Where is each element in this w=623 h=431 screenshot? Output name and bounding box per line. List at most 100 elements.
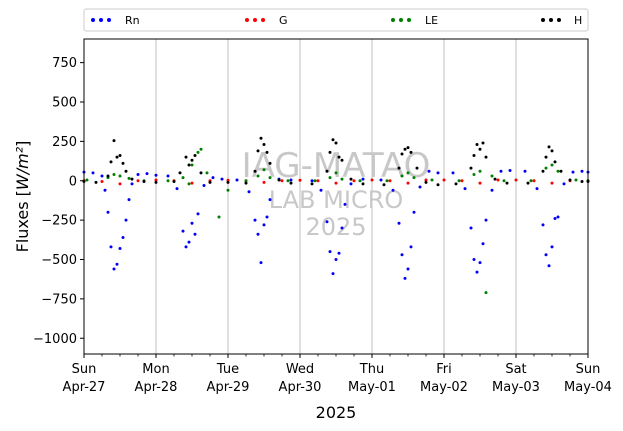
data-point <box>415 166 419 170</box>
data-point <box>556 215 560 219</box>
data-point <box>190 158 194 162</box>
data-point <box>568 178 572 182</box>
data-point <box>190 163 194 167</box>
data-point <box>112 172 116 176</box>
data-point <box>406 171 410 175</box>
data-point <box>166 174 170 178</box>
data-point <box>400 152 404 156</box>
y-tick-label: 750 <box>52 56 77 71</box>
data-point <box>226 178 230 182</box>
legend-marker <box>557 18 561 22</box>
y-axis-title: Fluxes [W/m²] <box>13 141 32 253</box>
data-point <box>547 145 551 149</box>
data-point <box>340 177 344 181</box>
data-point <box>115 155 119 159</box>
data-point <box>337 251 341 255</box>
data-point <box>331 272 335 276</box>
data-point <box>340 226 344 230</box>
x-tick-date: Apr-28 <box>135 380 178 395</box>
x-tick-date: Apr-29 <box>207 380 250 395</box>
data-point <box>289 181 293 185</box>
plot-area <box>82 136 590 295</box>
data-point <box>106 174 110 178</box>
data-point <box>256 232 260 236</box>
x-tick-date: May-04 <box>564 380 612 395</box>
data-point <box>559 169 563 173</box>
legend-label: LE <box>425 14 438 27</box>
data-point <box>118 246 122 250</box>
data-point <box>493 177 497 181</box>
data-point <box>337 155 341 159</box>
data-point <box>412 176 416 180</box>
data-point <box>484 218 488 222</box>
data-point <box>313 179 317 183</box>
data-point <box>142 180 146 184</box>
data-point <box>478 169 482 173</box>
data-point <box>550 163 554 167</box>
data-point <box>256 149 260 153</box>
legend-marker <box>253 18 257 22</box>
data-point <box>328 176 332 180</box>
x-tick-date: Apr-30 <box>279 380 322 395</box>
data-point <box>580 169 584 173</box>
data-point <box>397 221 401 225</box>
data-point <box>172 180 176 184</box>
data-point <box>154 173 158 177</box>
data-point <box>334 141 338 145</box>
data-point <box>85 178 89 182</box>
data-point <box>436 171 440 175</box>
data-point <box>574 178 578 182</box>
data-point <box>259 136 263 140</box>
x-tick-day: Thu <box>359 362 384 377</box>
data-point <box>403 276 407 280</box>
data-point <box>310 179 314 183</box>
data-point <box>262 223 266 227</box>
data-point <box>316 179 320 183</box>
data-point <box>571 170 575 174</box>
data-point <box>424 180 428 184</box>
data-point <box>334 258 338 261</box>
data-point <box>553 217 557 221</box>
data-point <box>118 154 122 158</box>
legend-marker <box>91 18 95 22</box>
x-tick-day: Sat <box>505 362 526 377</box>
data-point <box>94 180 98 184</box>
y-tick-label: −250 <box>41 214 77 229</box>
data-point <box>343 202 347 206</box>
data-point <box>280 179 284 183</box>
y-tick-label: −1000 <box>33 332 77 347</box>
data-point <box>541 169 545 173</box>
data-point <box>427 169 431 173</box>
data-point <box>490 174 494 178</box>
legend-label: Rn <box>125 14 140 27</box>
data-point <box>205 171 209 175</box>
legend-marker <box>245 18 249 22</box>
data-point <box>454 182 458 186</box>
x-tick-date: May-02 <box>420 380 468 395</box>
data-point <box>550 149 554 153</box>
data-point <box>406 267 410 271</box>
data-point <box>469 226 473 230</box>
x-tick-day: Sun <box>72 362 97 377</box>
watermark-text: 2025 <box>305 213 366 241</box>
data-point <box>328 250 332 254</box>
data-point <box>196 150 200 154</box>
data-point <box>475 270 479 274</box>
data-point <box>388 179 392 183</box>
data-point <box>91 171 95 175</box>
data-point <box>130 177 134 181</box>
data-point <box>106 210 110 214</box>
data-point <box>184 245 188 249</box>
data-point <box>361 182 365 186</box>
data-point <box>286 179 290 183</box>
data-point <box>544 253 548 257</box>
data-point <box>442 178 446 182</box>
data-point <box>109 245 113 249</box>
data-point <box>526 181 530 185</box>
legend-item-g: G <box>245 14 288 27</box>
data-point <box>400 253 404 257</box>
data-point <box>154 180 158 184</box>
data-point <box>400 174 404 178</box>
data-point <box>268 198 272 202</box>
